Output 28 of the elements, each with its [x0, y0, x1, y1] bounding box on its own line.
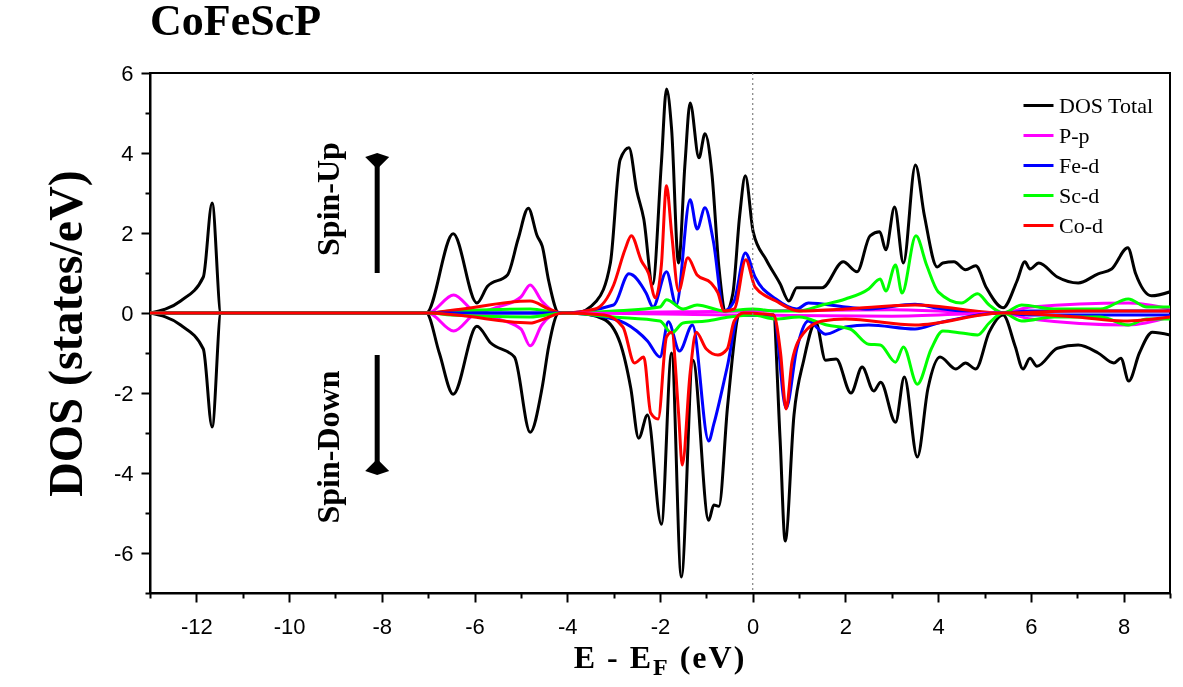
x-tick-label: 8	[1118, 613, 1131, 639]
legend-label: Fe-d	[1059, 152, 1100, 178]
legend-label: DOS Total	[1059, 92, 1154, 118]
y-tick-label: 2	[121, 220, 134, 246]
x-tick-label: 0	[747, 613, 760, 639]
chart-title: CoFeScP	[150, 0, 322, 45]
x-tick-label: -12	[180, 613, 213, 639]
y-tick-label: -2	[113, 380, 134, 406]
y-tick-label: 0	[121, 300, 134, 326]
x-tick-label: 6	[1025, 613, 1038, 639]
y-axis-title: DOS (states/eV)	[38, 170, 93, 497]
y-tick-label: 6	[121, 60, 134, 86]
annotation: Spin-Down	[309, 370, 346, 524]
legend-label: Co-d	[1059, 212, 1103, 238]
x-tick-label: -4	[557, 613, 578, 639]
y-tick-label: -4	[113, 460, 134, 486]
y-tick-label: -6	[113, 540, 134, 566]
x-tick-label: 2	[839, 613, 853, 639]
legend-label: Sc-d	[1059, 182, 1100, 208]
y-tick-label: 4	[121, 140, 134, 166]
x-tick-label: -2	[650, 613, 671, 639]
x-tick-label: -10	[273, 613, 306, 639]
x-tick-label: -8	[372, 613, 393, 639]
annotation: Spin-Up	[309, 142, 346, 256]
x-tick-label: -6	[465, 613, 485, 639]
legend-label: P-p	[1059, 122, 1090, 148]
x-axis-title: E - E$_{F}$ (eV)	[573, 639, 747, 682]
x-tick-label: 4	[932, 613, 945, 639]
